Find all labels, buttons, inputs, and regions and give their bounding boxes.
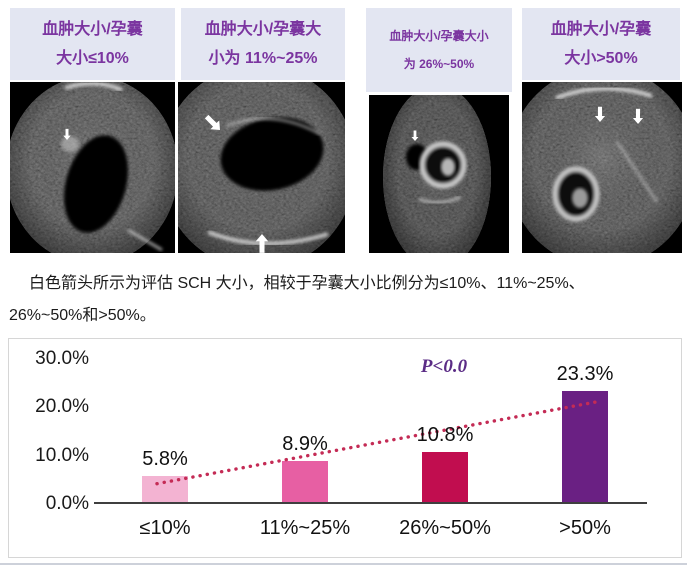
caption-line: 血肿大小/孕囊 bbox=[42, 20, 143, 38]
y-tick-label: 10.0% bbox=[35, 444, 89, 466]
y-tick-label: 0.0% bbox=[45, 493, 89, 514]
bar-value-label: 8.9% bbox=[282, 432, 328, 455]
caption-line: 血肿大小/孕囊大 bbox=[204, 20, 322, 38]
caption-line: 小为 11%~25% bbox=[208, 49, 318, 67]
y-tick-label: 20.0% bbox=[35, 396, 89, 418]
x-tick-label: >50% bbox=[559, 517, 611, 539]
bar-≤10% bbox=[142, 475, 188, 504]
caption-line: 血肿大小/孕囊大小 bbox=[389, 29, 489, 43]
x-tick-label: 11%~25% bbox=[259, 517, 351, 539]
y-tick-label: 30.0% bbox=[35, 348, 89, 369]
bottom-divider bbox=[0, 563, 687, 565]
figure-description: 白色箭头所示为评估 SCH 大小，相较于孕囊大小比例分为≤10%、11%~25%… bbox=[9, 268, 669, 332]
caption-line: 大小≤10% bbox=[56, 49, 129, 67]
x-tick-label: ≤10% bbox=[139, 517, 191, 539]
ultrasound-image-1 bbox=[10, 82, 175, 253]
panel-caption-1: 血肿大小/孕囊 大小≤10% bbox=[10, 8, 175, 80]
panel-caption-2: 血肿大小/孕囊大 小为 11%~25% bbox=[181, 8, 345, 80]
description-line-1: 白色箭头所示为评估 SCH 大小，相较于孕囊大小比例分为≤10%、11%~25%… bbox=[29, 275, 585, 292]
bar-value-label: 23.3% bbox=[556, 363, 614, 386]
x-axis-line bbox=[94, 502, 647, 504]
panel-caption-4: 血肿大小/孕囊 大小>50% bbox=[522, 8, 680, 80]
caption-line: 血肿大小/孕囊 bbox=[550, 20, 652, 38]
bar-11%~25% bbox=[282, 460, 328, 504]
caption-line: 大小>50% bbox=[564, 49, 638, 67]
description-line-2: 26%~50%和>50%。 bbox=[9, 307, 156, 324]
caption-line: 为 26%~50% bbox=[403, 57, 475, 71]
ultrasound-image-2 bbox=[178, 82, 345, 253]
bar-value-label: 5.8% bbox=[142, 447, 188, 470]
bar->50% bbox=[562, 391, 608, 504]
ultrasound-image-4 bbox=[522, 82, 682, 253]
sch-incidence-bar-chart: 30.0% 20.0% 10.0% 0.0% 5.8% 8.9% 10.8% 23.3% ≤… bbox=[8, 338, 682, 558]
p-value-annotation: P<0.0 bbox=[420, 356, 468, 377]
bar-value-label: 10.8% bbox=[416, 423, 474, 446]
panel-caption-3: 血肿大小/孕囊大小 为 26%~50% bbox=[366, 8, 512, 92]
x-tick-label: 26%~50% bbox=[399, 517, 491, 539]
ultrasound-image-3 bbox=[369, 95, 509, 253]
bar-26%~50% bbox=[422, 451, 468, 504]
